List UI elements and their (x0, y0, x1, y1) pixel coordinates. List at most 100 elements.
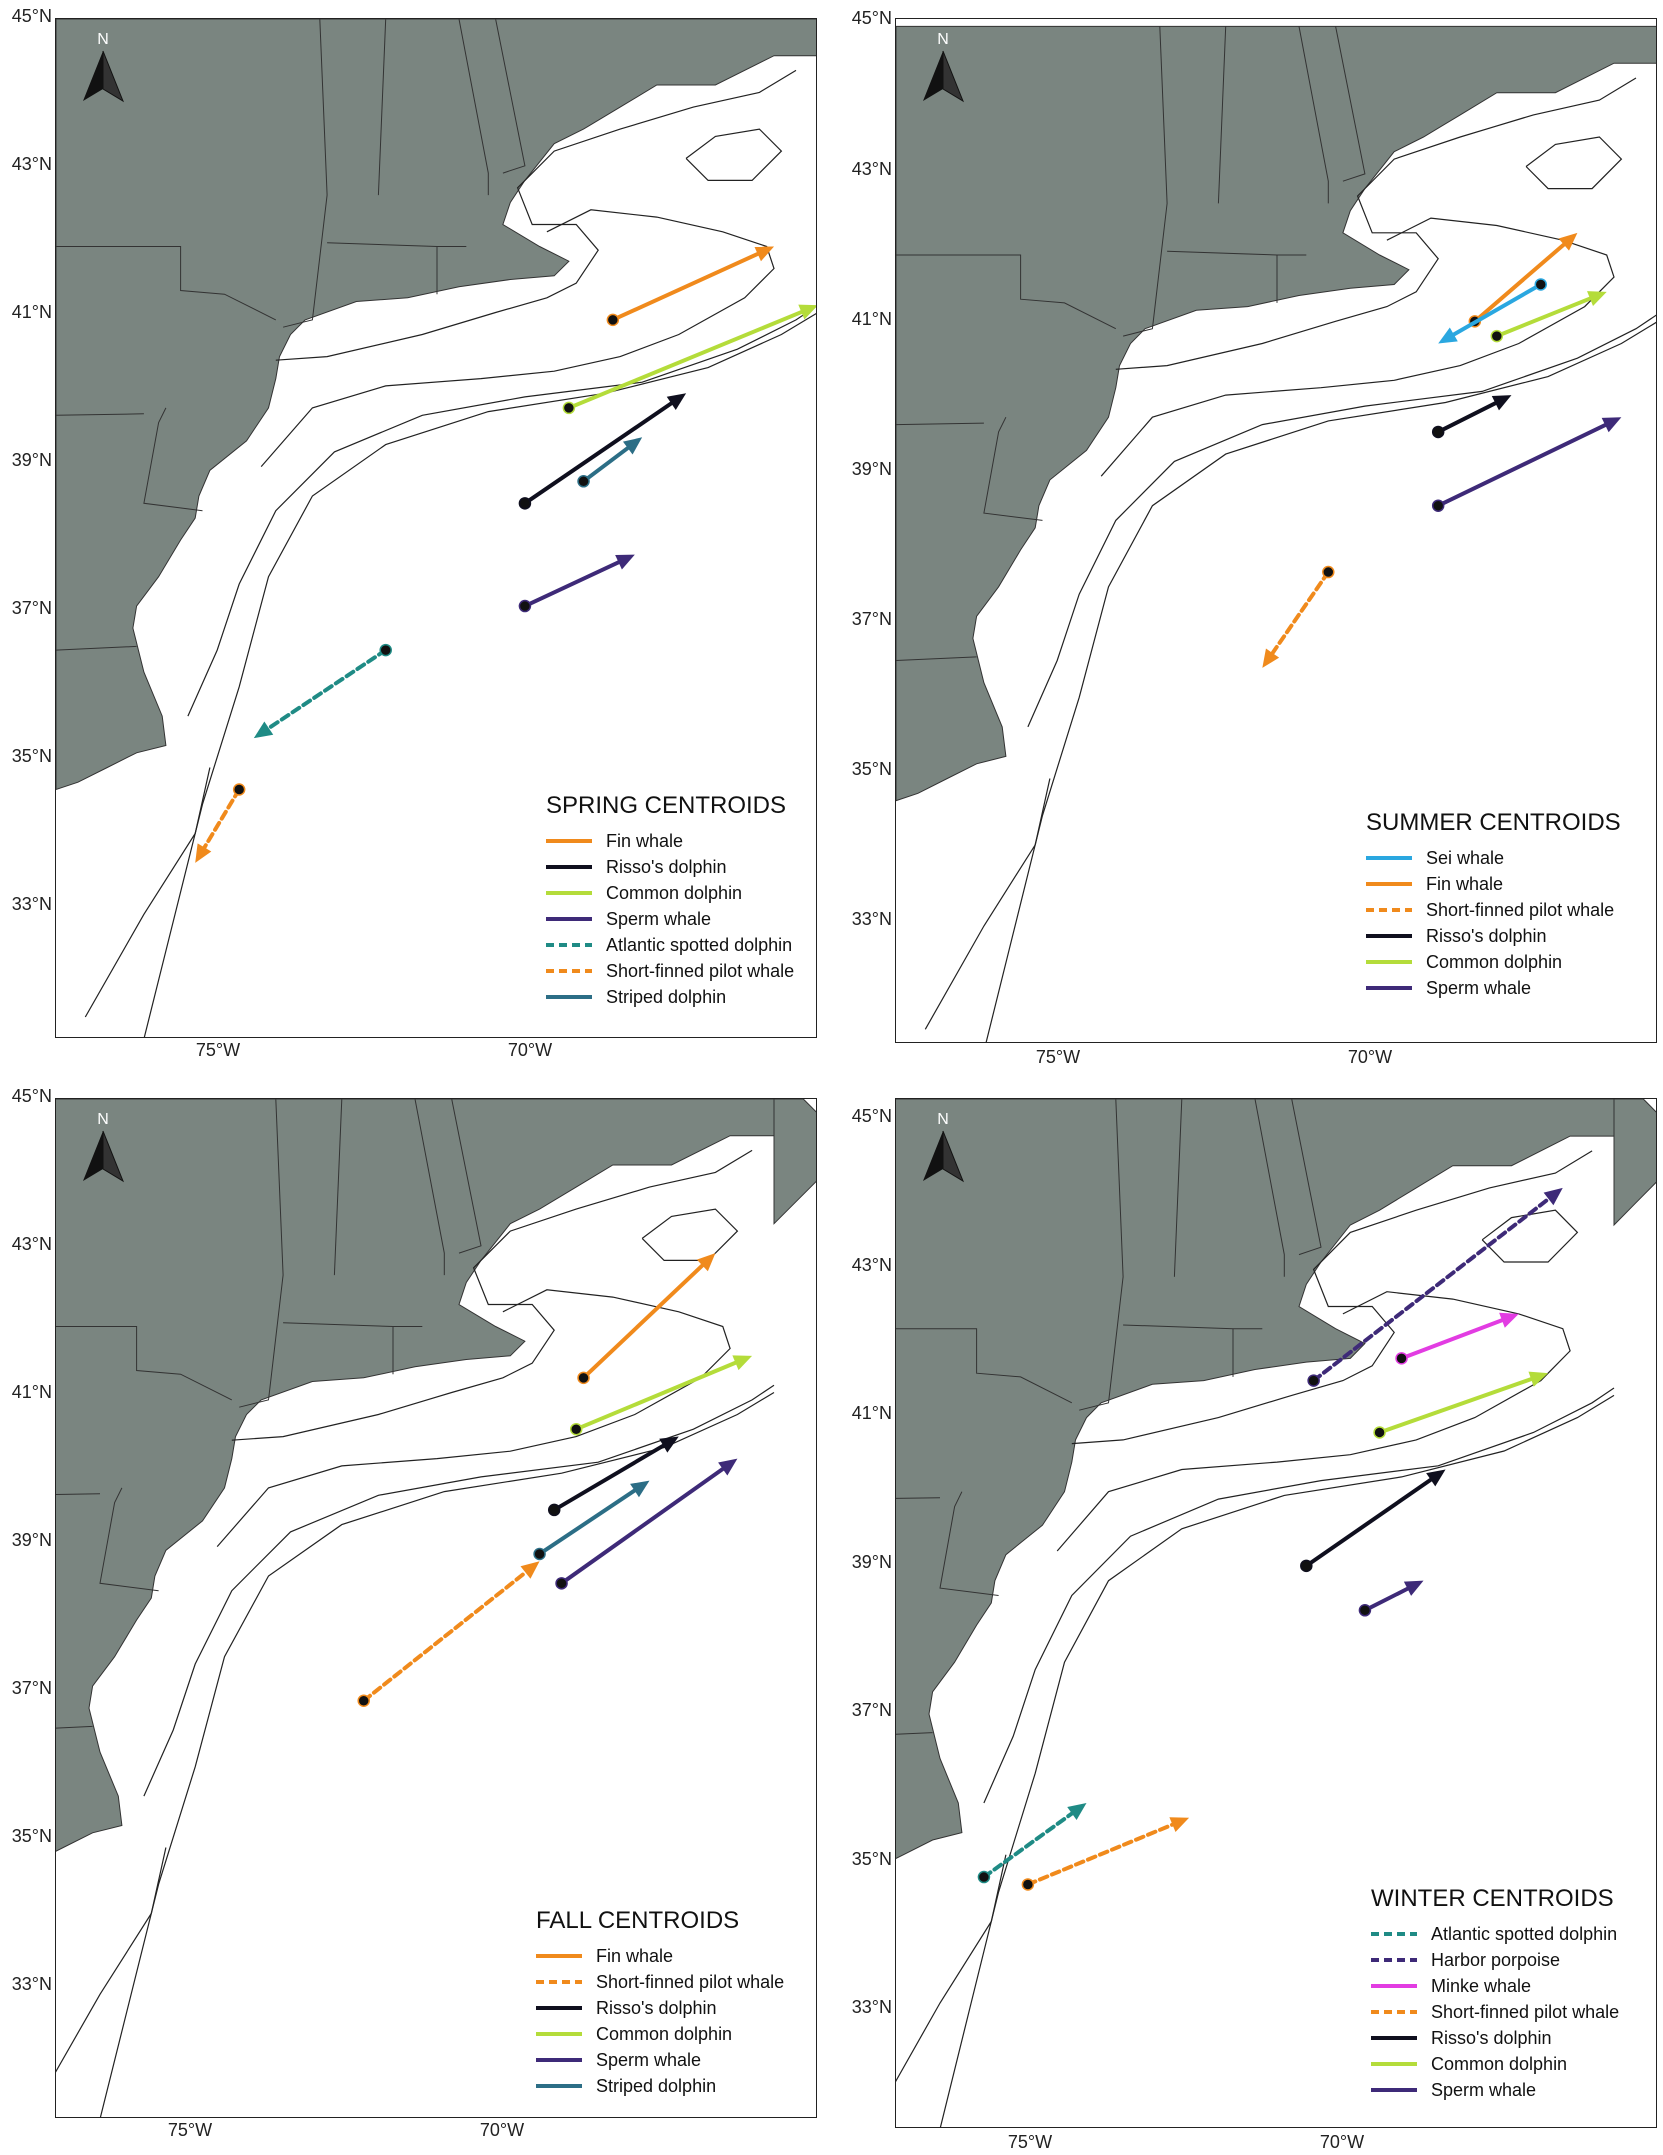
centroid-dot (569, 1422, 583, 1436)
arrow-shaft (581, 446, 630, 484)
centroid-arrow (1395, 1312, 1519, 1365)
isobath-contour (1115, 77, 1637, 370)
arrow-shaft (1399, 1318, 1504, 1361)
legend-item: Fin whale (1366, 871, 1621, 897)
state-border (1335, 26, 1366, 182)
lon-label: 70°W (479, 2120, 525, 2140)
isobath-contour (1100, 217, 1615, 477)
isobath-contour (275, 69, 797, 361)
lat-label: 39°N (851, 459, 892, 479)
legend-item: Short-finned pilot whale (546, 958, 794, 984)
centroid-arrow (577, 1253, 716, 1385)
legend-item: Striped dolphin (546, 984, 794, 1010)
centroid-dot (1395, 1352, 1408, 1365)
legend-label: Sperm whale (596, 2049, 702, 2070)
north-arrow-icon: N (919, 31, 967, 103)
lat-label: 35°N (851, 759, 892, 779)
state-border (56, 246, 277, 321)
legend-title: SUMMER CENTROIDS (1366, 809, 1621, 836)
state-border (983, 416, 1043, 521)
map-frame: N SUMMER CENTROIDS Sei whale Fin whale Sho… (895, 18, 1657, 1043)
lat-label: 35°N (11, 746, 52, 766)
legend-swatch (546, 995, 592, 999)
arrow-head (666, 393, 687, 411)
state-border (896, 254, 1117, 330)
legend-label: Common dolphin (596, 2023, 733, 2044)
state-border (896, 1732, 933, 1735)
arrow-shaft (1311, 1196, 1551, 1383)
isobath-contour (685, 128, 783, 181)
arrow-head (622, 437, 643, 455)
landmass (56, 19, 816, 791)
state-border (56, 1326, 233, 1401)
arrow-shaft (202, 787, 242, 850)
legend-label: Minke whale (1431, 1975, 1532, 1996)
legend-label: Harbor porpoise (1431, 1949, 1561, 1970)
legend-label: Short-finned pilot whale (1426, 899, 1615, 920)
state-border (99, 1487, 159, 1592)
legend-item: Harbor porpoise (1371, 1947, 1619, 1973)
isobath-contour (1071, 1150, 1593, 1445)
lon-label: 75°W (167, 2120, 213, 2140)
lat-label: 45°N (851, 1106, 892, 1126)
legend-swatch (1371, 2062, 1417, 2066)
centroid-arrow (518, 393, 687, 510)
landmass (56, 1099, 775, 1852)
arrow-head (1499, 1312, 1519, 1328)
legend-label: Sperm whale (606, 908, 712, 929)
lat-label: 33°N (11, 1974, 52, 1994)
arrow-head (1438, 327, 1458, 344)
lat-label: 41°N (851, 1403, 892, 1423)
isobath-contour (187, 305, 816, 717)
arrow-head (1528, 1371, 1549, 1387)
state-border (143, 407, 203, 512)
state-border (333, 1099, 343, 1276)
legend-label: Risso's dolphin (596, 1997, 717, 2018)
arrow-shaft (610, 251, 760, 322)
panel-fall: N FALL CENTROIDS Fin whale Short-finned p… (0, 1080, 830, 2155)
legend-item: Minke whale (1371, 1973, 1619, 1999)
centroid-arrow (562, 304, 816, 415)
arrow-head (718, 1458, 738, 1476)
map-frame: N FALL CENTROIDS Fin whale Short-finned p… (55, 1098, 817, 2118)
arrow-head (1403, 1580, 1424, 1596)
legend-label: Atlantic spotted dolphin (1431, 1923, 1618, 1944)
state-border (56, 1725, 93, 1729)
isobath-contour (1027, 314, 1656, 728)
legend-item: Common dolphin (1366, 949, 1621, 975)
legend-label: Sei whale (1426, 847, 1505, 868)
arrow-shaft (981, 1811, 1074, 1880)
legend-item: Risso's dolphin (546, 854, 794, 880)
isobath-contour (231, 1149, 753, 1441)
centroid-dot (1431, 499, 1445, 512)
legend-item: Sperm whale (536, 2047, 784, 2073)
lat-label: 35°N (851, 1849, 892, 1869)
isobath-contour (924, 778, 1051, 1030)
arrow-head (732, 1355, 753, 1371)
arrow-shaft (1025, 1822, 1175, 1887)
centroid-arrow (1373, 1371, 1549, 1439)
centroid-dot (1358, 1604, 1372, 1617)
centroid-arrow (518, 554, 635, 613)
legend-label: Atlantic spotted dolphin (606, 934, 793, 955)
map-svg (896, 1099, 1656, 2127)
legend-item: Fin whale (536, 1943, 784, 1969)
lat-label: 33°N (851, 909, 892, 929)
legend-item: Common dolphin (546, 880, 794, 906)
arrow-shaft (581, 1263, 705, 1380)
legend-swatch (1371, 2010, 1417, 2014)
arrow-head (615, 554, 635, 570)
map-svg (56, 1099, 816, 2117)
legend-swatch (536, 2058, 582, 2062)
arrow-shaft (1436, 401, 1498, 434)
isobath-contour (1056, 1291, 1571, 1552)
centroid-dot (1307, 1374, 1320, 1387)
legend-swatch (1366, 908, 1412, 912)
legend-label: Risso's dolphin (606, 856, 727, 877)
legend-swatch (1366, 960, 1412, 964)
arrow-shaft (1304, 1477, 1433, 1568)
legend-swatch (546, 943, 592, 947)
legend-item: Fin whale (546, 828, 794, 854)
legend-swatch (1371, 1932, 1417, 1936)
legend-item: Common dolphin (1371, 2051, 1619, 2077)
